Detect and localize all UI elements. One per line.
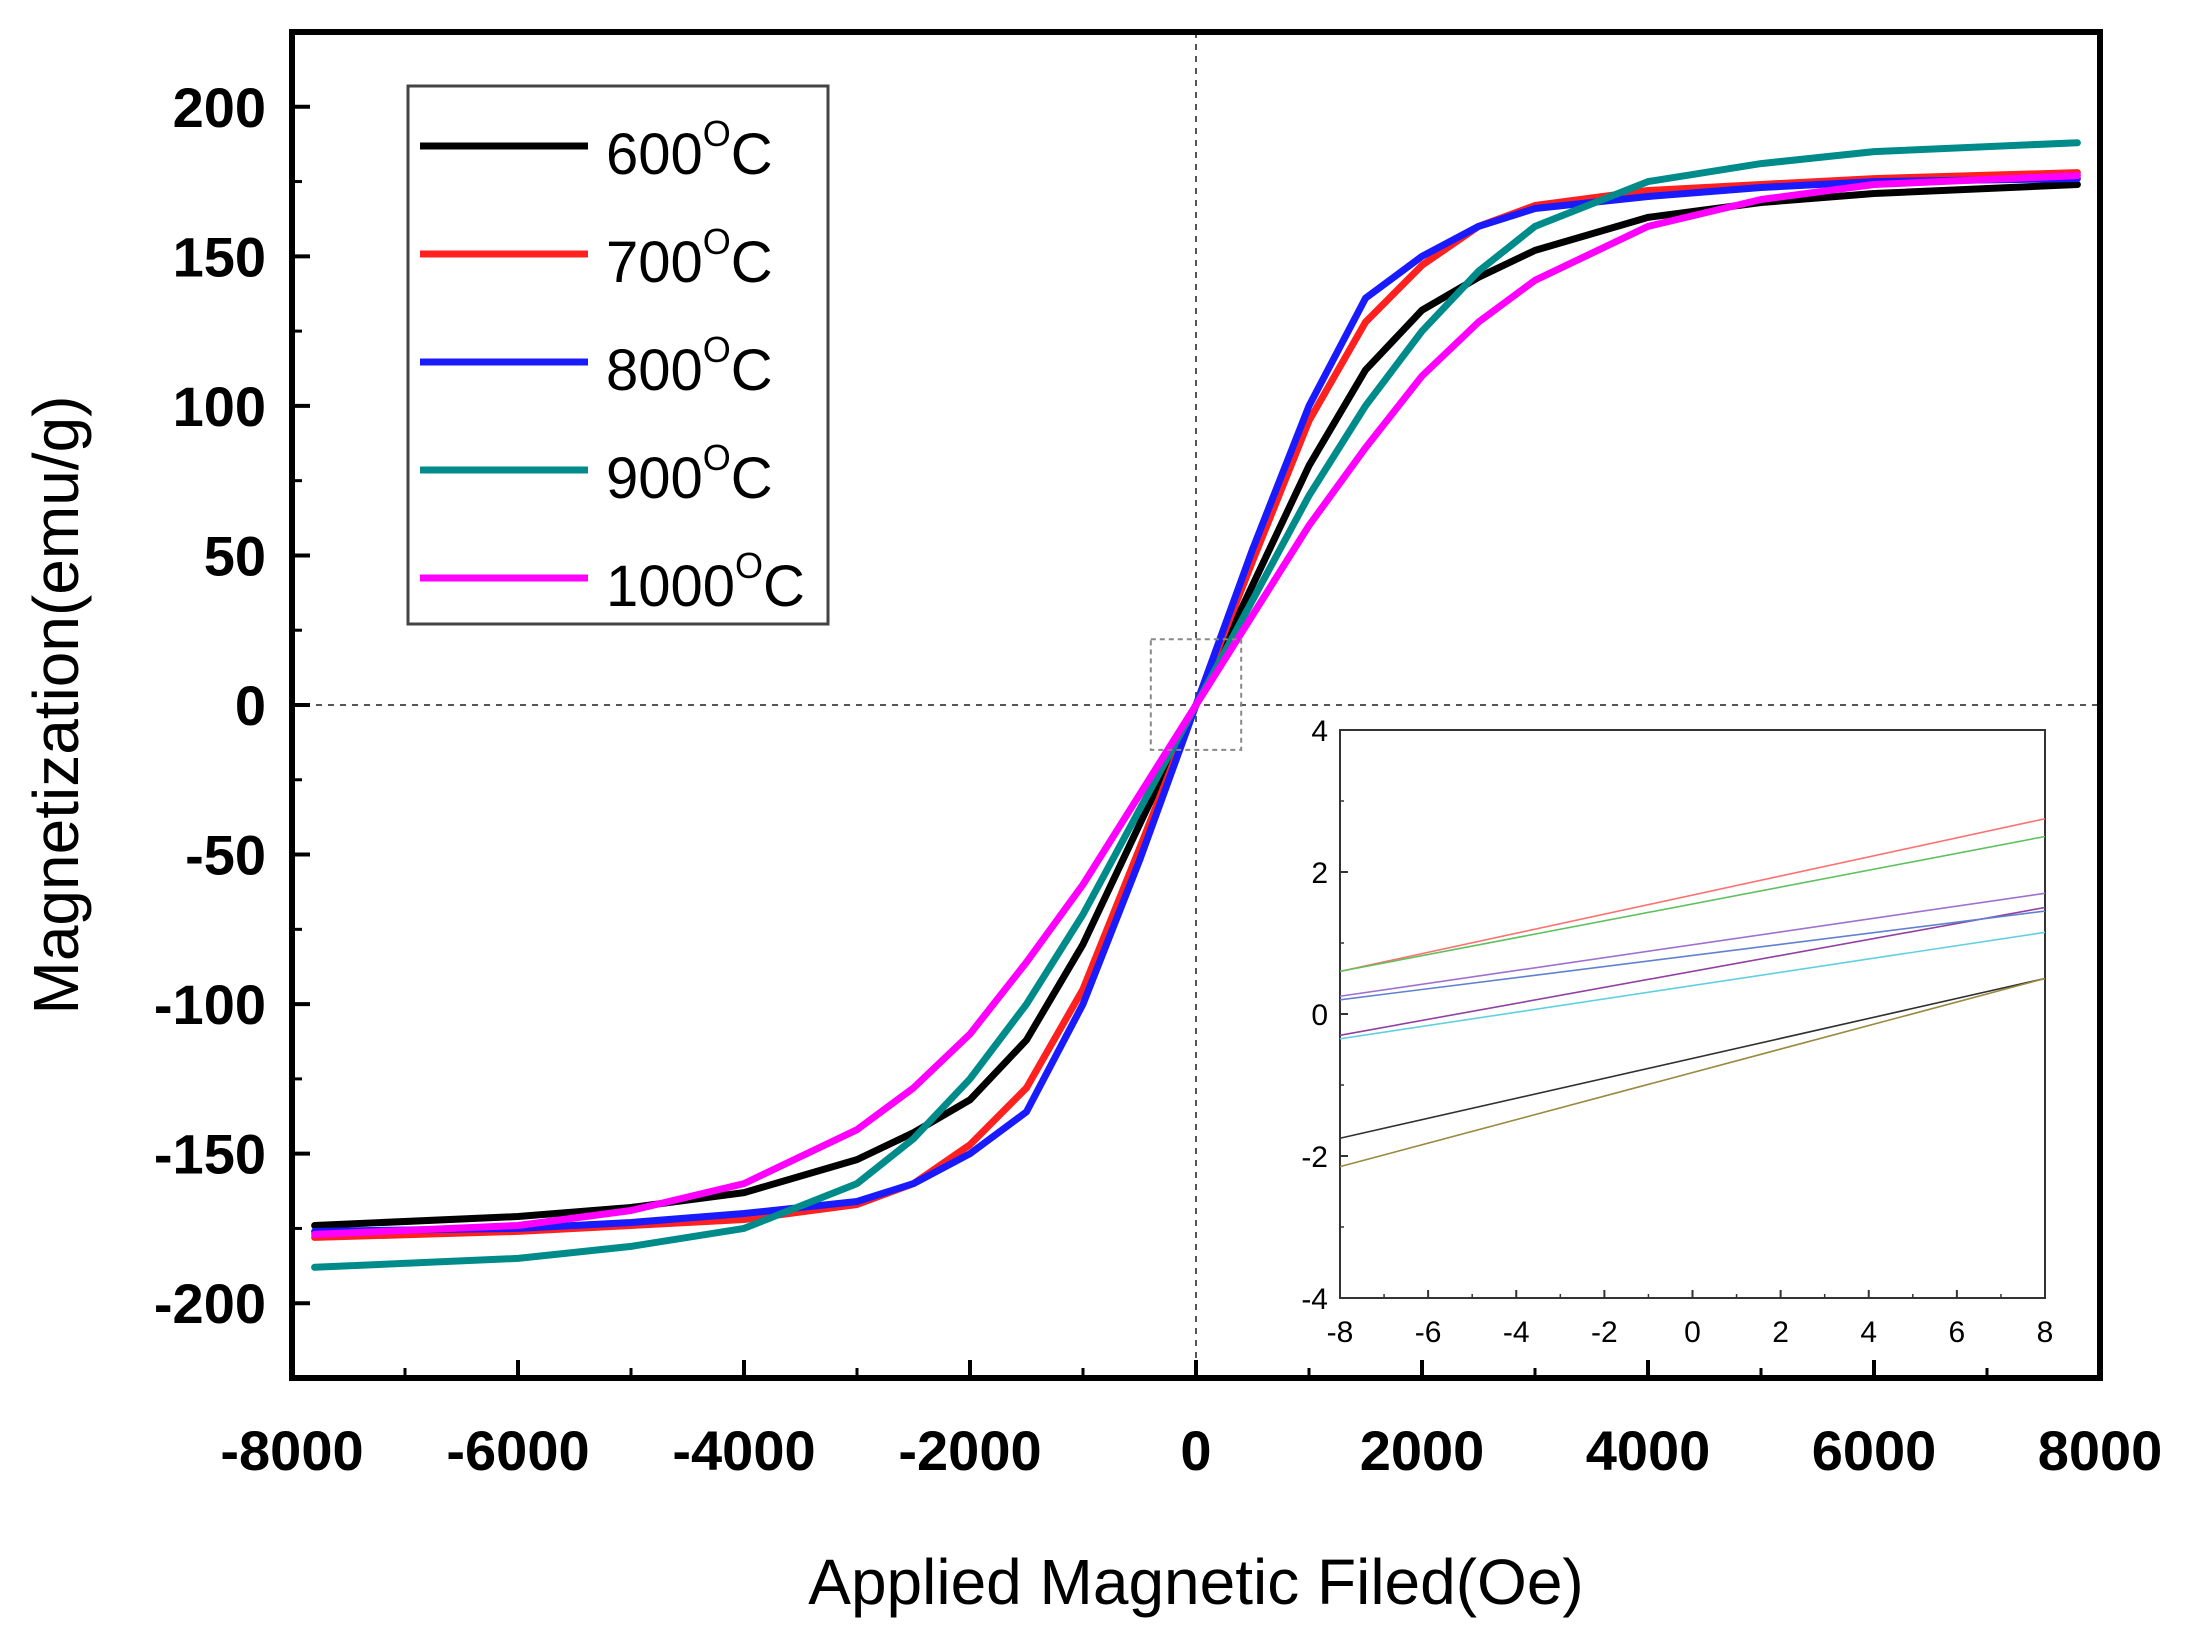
y-tick-label: 50 — [204, 524, 266, 587]
y-tick-label: -50 — [185, 824, 266, 887]
legend: 600OC 700OC 800OC 900OC 1000OC — [406, 84, 830, 626]
inset-y-tick-label: 4 — [1311, 715, 1328, 748]
x-tick-label: 0 — [1180, 1419, 1211, 1482]
y-tick-label: 200 — [173, 76, 266, 139]
legend-label: 900OC — [606, 437, 773, 511]
inset-y-tick-label: -2 — [1301, 1141, 1328, 1174]
legend-item-900: 900OC — [420, 437, 773, 511]
x-tick-label: -8000 — [220, 1419, 363, 1482]
inset-x-tick-label: 8 — [2037, 1316, 2054, 1349]
x-tick-label: 4000 — [1586, 1419, 1711, 1482]
degree-superscript: O — [703, 113, 731, 154]
y-tick-label: -100 — [154, 973, 266, 1036]
inset-chart: -8 -6 -4 -2 0 2 4 6 8 4 2 0 -2 -4 — [1301, 715, 2053, 1349]
legend-item-700: 700OC — [420, 221, 773, 295]
legend-label: 800OC — [606, 329, 773, 403]
x-tick-label: -4000 — [672, 1419, 815, 1482]
inset-x-tick-label: 0 — [1684, 1316, 1701, 1349]
inset-y-tick-label: 0 — [1311, 999, 1328, 1032]
inset-x-tick-label: -2 — [1591, 1316, 1618, 1349]
inset-line-violet — [1339, 892, 2046, 998]
legend-item-600: 600OC — [420, 113, 773, 187]
legend-label: 1000OC — [606, 545, 805, 619]
inset-line-purple — [1339, 906, 2046, 1037]
x-tick-label: 2000 — [1360, 1419, 1485, 1482]
inset-line-olive — [1339, 977, 2046, 1168]
inset-x-tick-label: 4 — [1860, 1316, 1877, 1349]
inset-x-tick-label: -8 — [1327, 1316, 1354, 1349]
y-tick-label: -200 — [154, 1272, 266, 1335]
degree-superscript: O — [703, 329, 731, 370]
inset-x-tick-label: -4 — [1503, 1316, 1530, 1349]
y-tick-label: 100 — [173, 375, 266, 438]
inset-x-tick-label: 6 — [1949, 1316, 1966, 1349]
inset-line-red — [1339, 817, 2046, 973]
legend-item-1000: 1000OC — [420, 545, 805, 619]
zoom-region-box — [1149, 638, 1243, 751]
axis-ticks — [290, 104, 2102, 1380]
x-tick-label: -2000 — [898, 1419, 1041, 1482]
inset-line-green — [1339, 835, 2046, 973]
x-tick-label: -6000 — [446, 1419, 589, 1482]
legend-label: 600OC — [606, 113, 773, 187]
inset-x-tick-label: 2 — [1772, 1316, 1789, 1349]
inset-frame — [1339, 729, 2046, 1299]
series-lines — [311, 139, 2081, 1271]
inset-y-tick-label: 2 — [1311, 857, 1328, 890]
series-line-1000 — [311, 172, 2081, 1238]
legend-box — [406, 84, 830, 626]
x-tick-label: 8000 — [2038, 1419, 2163, 1482]
y-tick-label: 0 — [235, 674, 266, 737]
inset-y-tick-label: -4 — [1301, 1283, 1328, 1316]
legend-item-800: 800OC — [420, 329, 773, 403]
degree-superscript: O — [703, 437, 731, 478]
inset-line-black — [1339, 977, 2046, 1140]
y-axis-title: Magnetization(emu/g) — [20, 396, 92, 1015]
inset-line-blue — [1339, 910, 2046, 1001]
inset-x-tick-label: -6 — [1415, 1316, 1442, 1349]
degree-superscript: O — [703, 221, 731, 262]
tick-labels: -8000 -6000 -4000 -2000 0 2000 4000 6000 8000200… — [154, 76, 2162, 1482]
inset-line-cyan — [1339, 931, 2046, 1040]
y-tick-label: -150 — [154, 1123, 266, 1186]
x-axis-title: Applied Magnetic Filed(Oe) — [808, 1546, 1583, 1618]
degree-superscript: O — [735, 545, 763, 586]
y-tick-label: 150 — [173, 225, 266, 288]
x-tick-label: 6000 — [1812, 1419, 1937, 1482]
legend-label: 700OC — [606, 221, 773, 295]
